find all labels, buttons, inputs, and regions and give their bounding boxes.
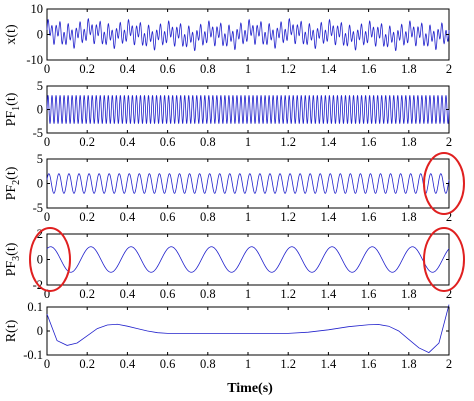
signal-trace — [46, 246, 450, 273]
signal-trace — [46, 95, 450, 124]
x-tick-label: 1.6 — [361, 210, 377, 224]
x-tick-label: 1.2 — [280, 62, 296, 76]
x-tick-label: 1.8 — [401, 287, 417, 301]
x-tick-label: 1.8 — [401, 62, 417, 76]
plot-frame — [46, 233, 450, 286]
x-tick-label: 2 — [446, 135, 452, 149]
x-tick-label: 0.8 — [200, 287, 216, 301]
y-tick-label: 5 — [37, 152, 43, 166]
highlight-ellipse-right — [423, 227, 465, 292]
x-tick-label: 1.4 — [321, 62, 337, 76]
x-tick-label: 1.4 — [321, 135, 337, 149]
x-tick-label: 1.4 — [321, 287, 337, 301]
signal-trace — [46, 173, 450, 194]
x-tick-label: 1.6 — [361, 287, 377, 301]
y-tick-label: 0 — [37, 28, 43, 42]
x-tick-label: 0.8 — [200, 210, 216, 224]
plot-frame — [46, 306, 450, 356]
x-tick-label: 2 — [446, 62, 452, 76]
x-tick-label: 0.2 — [79, 357, 95, 371]
x-tick-label: 0 — [44, 210, 50, 224]
x-tick-label: 1 — [245, 135, 251, 149]
x-tick-label: 0.2 — [79, 287, 95, 301]
y-tick-label: -5 — [33, 201, 43, 215]
highlight-ellipse-right — [423, 152, 465, 215]
y-axis-title: PF3(t) — [4, 242, 22, 276]
y-tick-label: 0 — [37, 253, 43, 267]
panel-5: 0 0.2 0.4 0.6 0.8 1 1.2 1.4 1.6 1.8 2-0.100.1R(t) — [4, 300, 452, 371]
x-tick-label: 2 — [446, 357, 452, 371]
x-tick-label: 1 — [245, 357, 251, 371]
x-tick-label: 1.8 — [401, 357, 417, 371]
y-axis-title: PF2(t) — [4, 166, 22, 200]
x-tick-label: 2 — [446, 210, 452, 224]
x-tick-label: 0.4 — [120, 287, 136, 301]
x-tick-label: 0.6 — [160, 287, 176, 301]
x-tick-label: 0 — [44, 287, 50, 301]
x-tick-label: 0 — [44, 357, 50, 371]
x-tick-label: 1.2 — [280, 210, 296, 224]
y-tick-label: -10 — [26, 53, 43, 67]
x-tick-label: 1.6 — [361, 357, 377, 371]
y-tick-label: 0 — [37, 177, 43, 191]
y-tick-label: 10 — [31, 2, 44, 16]
x-tick-label: 1.4 — [321, 210, 337, 224]
x-tick-label: 0.2 — [79, 62, 95, 76]
x-tick-label: 0.2 — [79, 210, 95, 224]
y-tick-label: 0 — [37, 324, 43, 338]
y-tick-label: -0.1 — [23, 348, 43, 362]
x-tick-label: 1.8 — [401, 210, 417, 224]
x-tick-label: 0 — [44, 135, 50, 149]
x-tick-label: 0.4 — [120, 357, 136, 371]
y-tick-label: -5 — [33, 126, 43, 140]
x-tick-label: 1.8 — [401, 135, 417, 149]
x-tick-label: 1.2 — [280, 357, 296, 371]
x-tick-label: 1.6 — [361, 135, 377, 149]
x-tick-label: 0.6 — [160, 357, 176, 371]
y-tick-label: 0 — [37, 103, 43, 117]
y-axis-title: x(t) — [4, 24, 19, 45]
x-axis-title: Time(s) — [227, 381, 273, 396]
y-tick-label: 5 — [37, 79, 43, 93]
x-tick-label: 1.6 — [361, 62, 377, 76]
x-tick-label: 2 — [446, 287, 452, 301]
x-tick-label: 0.6 — [160, 62, 176, 76]
x-tick-label: 0.4 — [120, 62, 136, 76]
x-tick-label: 1.2 — [280, 287, 296, 301]
x-tick-label: 0.8 — [200, 357, 216, 371]
signal-trace — [46, 17, 450, 52]
x-tick-label: 0 — [44, 62, 50, 76]
x-tick-label: 0.2 — [79, 135, 95, 149]
y-tick-label: 2 — [37, 227, 43, 241]
x-tick-label: 1 — [245, 287, 251, 301]
y-axis-title: PF1(t) — [4, 92, 22, 126]
x-tick-label: 0.4 — [120, 135, 136, 149]
y-axis-title: R(t) — [4, 319, 19, 342]
y-tick-label: 0.1 — [27, 300, 43, 314]
x-tick-label: 1.4 — [321, 357, 337, 371]
signal-trace — [46, 304, 450, 354]
x-tick-label: 0.6 — [160, 210, 176, 224]
x-tick-label: 0.8 — [200, 135, 216, 149]
plot-frame — [46, 158, 450, 209]
x-tick-label: 1 — [245, 210, 251, 224]
highlight-ellipse-left — [29, 227, 71, 292]
x-tick-label: 1.2 — [280, 135, 296, 149]
x-tick-label: 1 — [245, 62, 251, 76]
x-tick-label: 0.6 — [160, 135, 176, 149]
x-tick-label: 0.4 — [120, 210, 136, 224]
x-tick-label: 0.8 — [200, 62, 216, 76]
